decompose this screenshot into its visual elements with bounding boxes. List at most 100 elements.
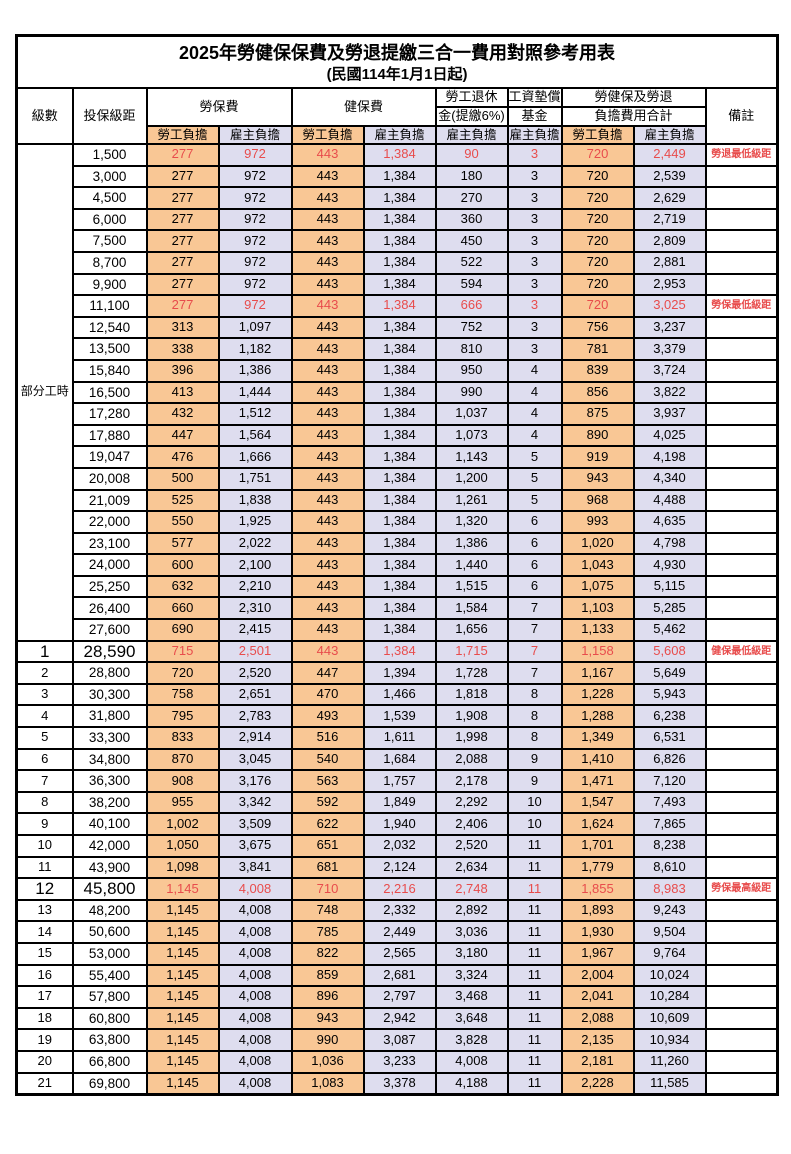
value-cell: 4,008	[217, 920, 293, 944]
value-cell: 4,008	[217, 1006, 293, 1031]
table-row: 9 40,100 1,002 3,509 622 1,940 2,406 10 1,624 7,8…	[15, 812, 779, 836]
header-remark: 備註	[704, 87, 779, 145]
value-cell: 1,145	[145, 1006, 220, 1031]
remark-cell	[704, 423, 779, 448]
value-cell: 1,384	[362, 186, 437, 210]
value-cell: 277	[145, 186, 220, 210]
table-row: 4,500 277 972 443 1,384 270 3 720 2,629	[17, 186, 779, 210]
remark-cell	[704, 834, 779, 858]
table-row: 11,100 277 972 443 1,384 666 3 720 3,025 勞保最低級距	[17, 294, 779, 318]
bracket-cell: 66,800	[71, 1049, 148, 1074]
value-cell: 470	[290, 682, 365, 707]
table-row: 4 31,800 795 2,783 493 1,539 1,908 8 1,288 6,238	[15, 704, 779, 729]
value-cell: 8	[506, 704, 563, 729]
value-cell: 4,008	[217, 1028, 293, 1052]
value-cell: 443	[290, 272, 365, 297]
value-cell: 180	[434, 164, 509, 189]
value-cell: 1,143	[434, 445, 509, 469]
value-cell: 594	[434, 272, 509, 297]
value-cell: 720	[145, 661, 220, 685]
value-cell: 11	[506, 898, 563, 923]
table-row: 17 57,800 1,145 4,008 896 2,797 3,468 11 2,041 10…	[15, 985, 779, 1009]
value-cell: 950	[434, 358, 509, 383]
value-cell: 972	[217, 250, 293, 275]
value-cell: 1,384	[362, 445, 437, 469]
value-cell: 5,943	[632, 682, 707, 707]
value-cell: 1,384	[362, 402, 437, 426]
value-cell: 1,098	[145, 855, 220, 880]
bracket-cell: 12,540	[71, 315, 148, 340]
value-cell: 1,386	[434, 531, 509, 556]
value-cell: 5,649	[632, 661, 707, 685]
value-cell: 720	[560, 294, 635, 318]
value-cell: 972	[217, 164, 293, 189]
value-cell: 1,384	[362, 272, 437, 297]
level-cell: 9	[15, 812, 74, 836]
value-cell: 972	[217, 272, 293, 297]
value-cell: 1,075	[560, 574, 635, 599]
value-cell: 1,083	[290, 1071, 365, 1096]
value-cell: 1,167	[560, 661, 635, 685]
value-cell: 1,384	[362, 553, 437, 577]
value-cell: 7,120	[632, 769, 707, 793]
value-cell: 476	[145, 445, 220, 469]
value-cell: 8,610	[632, 855, 707, 880]
value-cell: 1,779	[560, 855, 635, 880]
value-cell: 1,547	[560, 790, 635, 815]
level-cell: 5	[15, 726, 74, 750]
table-row: 5 33,300 833 2,914 516 1,611 1,998 8 1,349 6,531	[15, 726, 779, 750]
value-cell: 2,310	[217, 596, 293, 621]
value-cell: 896	[290, 985, 365, 1009]
value-cell: 90	[434, 143, 509, 167]
value-cell: 4,008	[217, 877, 293, 901]
table-row: 7 36,300 908 3,176 563 1,757 2,178 9 1,471 7,120	[15, 769, 779, 793]
table-row: 26,400 660 2,310 443 1,384 1,584 7 1,103 5,285	[17, 596, 779, 621]
remark-cell	[704, 574, 779, 599]
table-row: 13,500 338 1,182 443 1,384 810 3 781 3,379	[17, 337, 779, 361]
value-cell: 4,340	[632, 466, 707, 491]
level-cell: 13	[15, 898, 74, 923]
value-cell: 443	[290, 186, 365, 210]
value-cell: 1,386	[217, 358, 293, 383]
value-cell: 2,228	[560, 1071, 635, 1096]
value-cell: 2,210	[217, 574, 293, 599]
value-cell: 443	[290, 510, 365, 534]
value-cell: 1,656	[434, 618, 509, 642]
remark-cell	[704, 553, 779, 577]
value-cell: 720	[560, 143, 635, 167]
value-cell: 443	[290, 337, 365, 361]
value-cell: 5,285	[632, 596, 707, 621]
value-cell: 3,675	[217, 834, 293, 858]
bracket-cell: 63,800	[71, 1028, 148, 1052]
bracket-cell: 7,500	[71, 229, 148, 253]
value-cell: 908	[145, 769, 220, 793]
bracket-cell: 43,900	[71, 855, 148, 880]
value-cell: 1,349	[560, 726, 635, 750]
value-cell: 11,260	[632, 1049, 707, 1074]
value-cell: 1,384	[362, 337, 437, 361]
value-cell: 990	[290, 1028, 365, 1052]
bracket-cell: 15,840	[71, 358, 148, 383]
table-row: 17,280 432 1,512 443 1,384 1,037 4 875 3,937	[17, 402, 779, 426]
value-cell: 943	[290, 1006, 365, 1031]
value-cell: 1,261	[434, 488, 509, 513]
value-cell: 1,444	[217, 380, 293, 405]
value-cell: 9	[506, 769, 563, 793]
bracket-cell: 69,800	[71, 1071, 148, 1096]
value-cell: 3,233	[362, 1049, 437, 1074]
value-cell: 360	[434, 207, 509, 232]
remark-cell	[704, 1071, 779, 1096]
header-wage-fund-employer: 雇主負擔	[506, 125, 563, 145]
value-cell: 720	[560, 250, 635, 275]
value-cell: 8	[506, 682, 563, 707]
level-cell: 2	[15, 661, 74, 685]
value-cell: 5,115	[632, 574, 707, 599]
value-cell: 11,585	[632, 1071, 707, 1096]
remark-cell	[704, 1006, 779, 1031]
table-row: 20 66,800 1,145 4,008 1,036 3,233 4,008 11 2,181…	[15, 1049, 779, 1074]
value-cell: 2,178	[434, 769, 509, 793]
value-cell: 1,384	[362, 488, 437, 513]
value-cell: 2,520	[217, 661, 293, 685]
header-pension-line2: 金(提繳6%)	[434, 106, 509, 127]
header-pension-line1: 勞工退休	[434, 87, 509, 108]
